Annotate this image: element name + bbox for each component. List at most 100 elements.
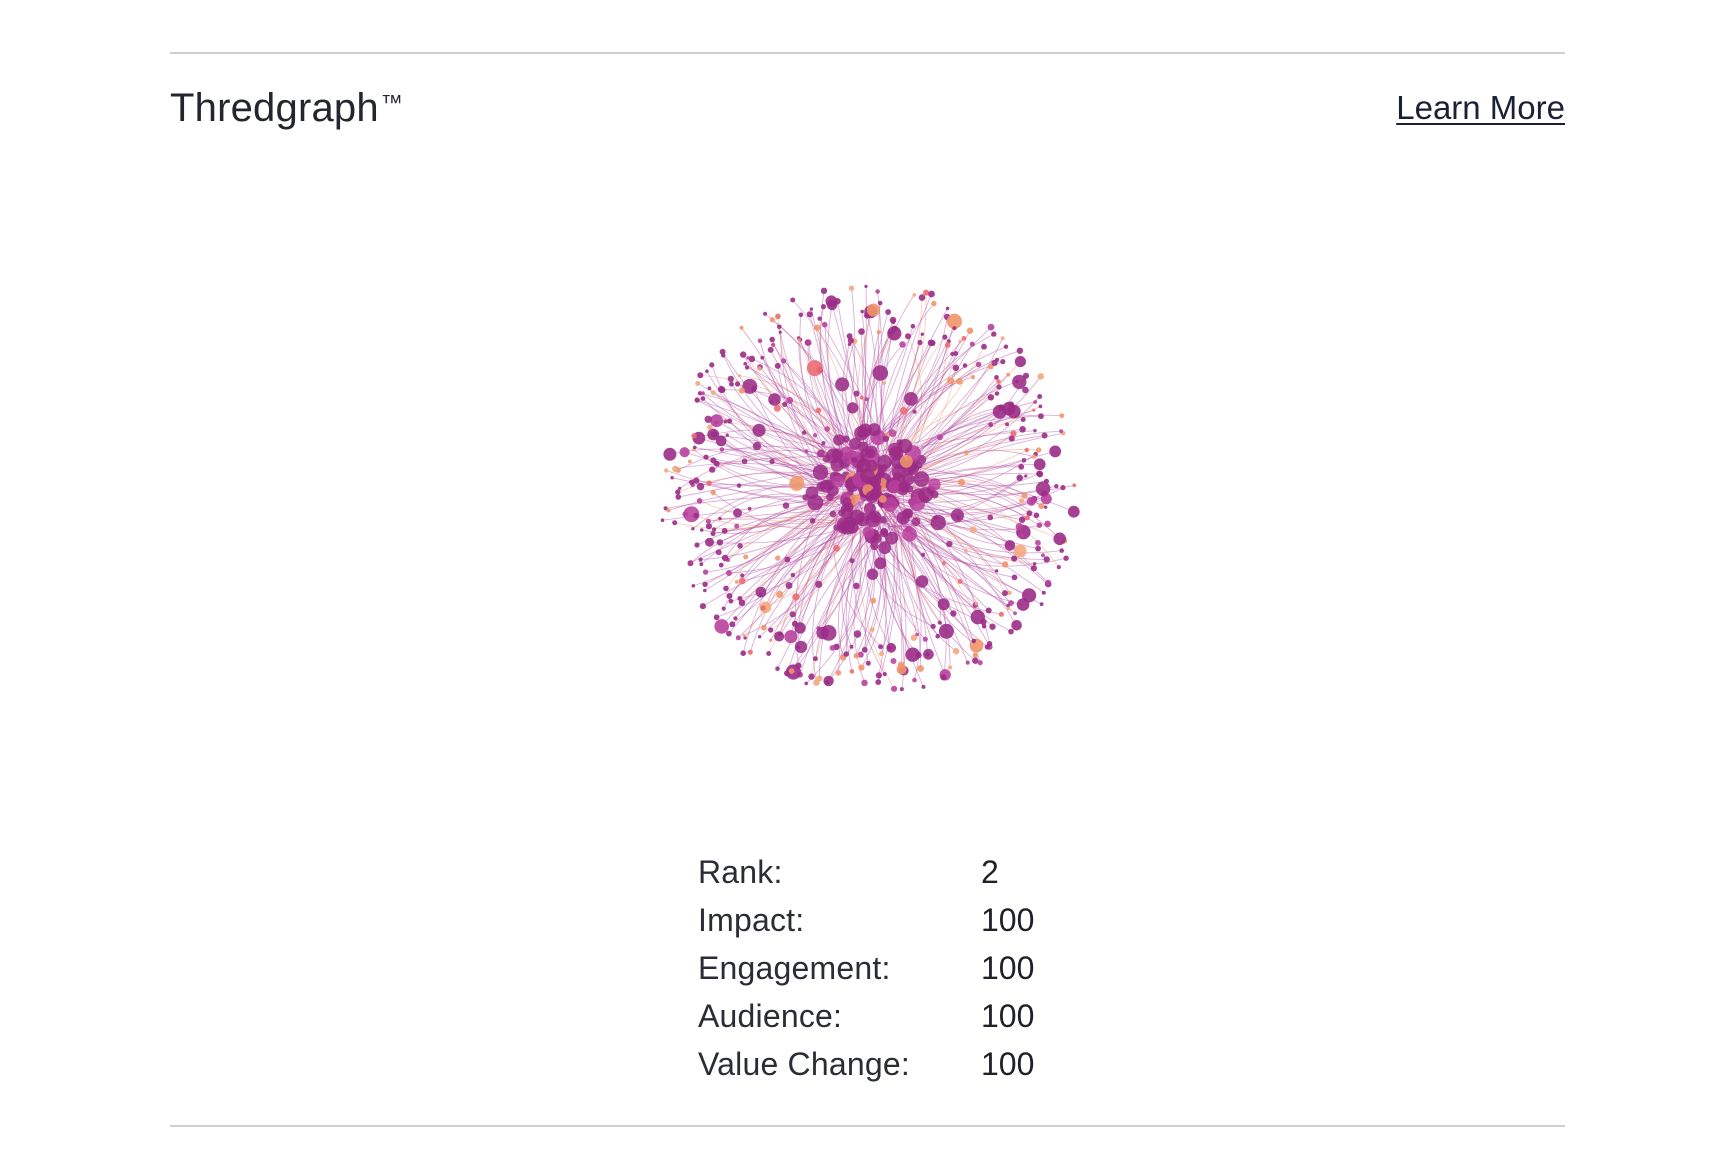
- stat-label: Audience:: [698, 997, 843, 1034]
- network-node: [1024, 515, 1030, 521]
- network-node: [693, 445, 697, 450]
- stat-row-rank: Rank: 2: [698, 848, 1034, 896]
- network-node: [984, 644, 990, 650]
- network-node: [860, 309, 864, 314]
- network-node: [910, 634, 918, 641]
- network-edge: [690, 519, 855, 564]
- network-edge: [900, 514, 957, 652]
- network-node: [922, 636, 928, 642]
- network-node: [940, 674, 947, 681]
- network-node: [757, 338, 763, 344]
- network-edge: [877, 302, 893, 467]
- network-node: [1006, 372, 1011, 377]
- network-edge: [819, 318, 892, 464]
- network-node: [1011, 574, 1018, 581]
- top-divider: [170, 52, 1565, 54]
- network-node: [714, 619, 729, 634]
- network-node: [946, 540, 953, 548]
- network-node: [865, 448, 876, 459]
- network-node: [920, 332, 924, 336]
- network-node: [775, 555, 781, 561]
- network-edge: [893, 518, 926, 640]
- network-edge: [883, 364, 979, 493]
- network-edge: [794, 492, 844, 625]
- network-node: [962, 363, 968, 368]
- network-node: [953, 351, 959, 356]
- network-node: [797, 338, 801, 342]
- learn-more-link[interactable]: Learn More: [1396, 89, 1565, 126]
- network-node: [963, 548, 968, 553]
- network-node: [1038, 404, 1043, 409]
- network-node: [994, 391, 1000, 396]
- network-node: [876, 330, 881, 335]
- network-node: [905, 647, 920, 662]
- network-node: [918, 487, 934, 503]
- network-edge: [696, 498, 861, 546]
- network-node: [710, 531, 716, 537]
- network-edge: [884, 293, 932, 463]
- network-node: [795, 662, 802, 669]
- network-node: [928, 478, 941, 491]
- network-node: [760, 605, 766, 611]
- network-node: [821, 441, 826, 446]
- network-node: [859, 468, 875, 484]
- network-node: [743, 554, 749, 560]
- network-node: [660, 518, 665, 522]
- network-node: [738, 577, 746, 585]
- network-node: [710, 489, 716, 496]
- network-node: [694, 542, 700, 548]
- network-node: [728, 598, 734, 604]
- network-node: [1041, 590, 1046, 595]
- network-node: [847, 337, 854, 344]
- network-node: [917, 339, 923, 346]
- network-node: [670, 476, 674, 480]
- network-node: [935, 633, 940, 639]
- network-node: [711, 527, 717, 532]
- network-node: [782, 502, 790, 509]
- network-node: [736, 483, 742, 488]
- network-node: [707, 386, 712, 391]
- network-node: [1006, 603, 1010, 608]
- network-node: [774, 362, 781, 369]
- network-node: [740, 351, 747, 358]
- network-node: [987, 323, 995, 331]
- network-node: [858, 441, 869, 452]
- network-node: [746, 356, 750, 360]
- network-node: [768, 627, 774, 633]
- network-edge: [845, 527, 868, 655]
- network-edge: [865, 534, 934, 627]
- network-node: [952, 326, 957, 331]
- network-node: [1021, 492, 1028, 499]
- network-node: [885, 309, 891, 315]
- network-node: [843, 651, 849, 657]
- network-node: [1008, 628, 1014, 635]
- network-node: [917, 665, 924, 672]
- network-node: [733, 616, 738, 621]
- network-node: [1039, 602, 1044, 607]
- network-edge: [665, 495, 862, 509]
- network-node: [1005, 422, 1009, 427]
- network-node: [906, 485, 914, 493]
- network-edge: [887, 522, 1012, 604]
- network-edge: [709, 387, 838, 510]
- network-node: [929, 340, 936, 346]
- network-node: [937, 620, 942, 625]
- network-edge: [712, 492, 841, 529]
- network-node: [760, 624, 767, 631]
- network-node: [693, 477, 700, 484]
- network-node: [868, 510, 882, 524]
- network-edge: [763, 489, 870, 628]
- network-node: [1007, 590, 1012, 596]
- network-node: [747, 649, 753, 655]
- network-node: [1000, 336, 1005, 341]
- network-node: [704, 415, 712, 423]
- network-edge: [770, 527, 867, 641]
- network-node: [791, 620, 799, 627]
- network-node: [865, 660, 871, 666]
- network-node: [872, 365, 889, 381]
- network-node: [775, 313, 781, 320]
- network-node: [773, 404, 781, 412]
- network-node: [1008, 435, 1015, 442]
- network-edge: [792, 299, 874, 460]
- stat-label: Engagement:: [698, 949, 891, 986]
